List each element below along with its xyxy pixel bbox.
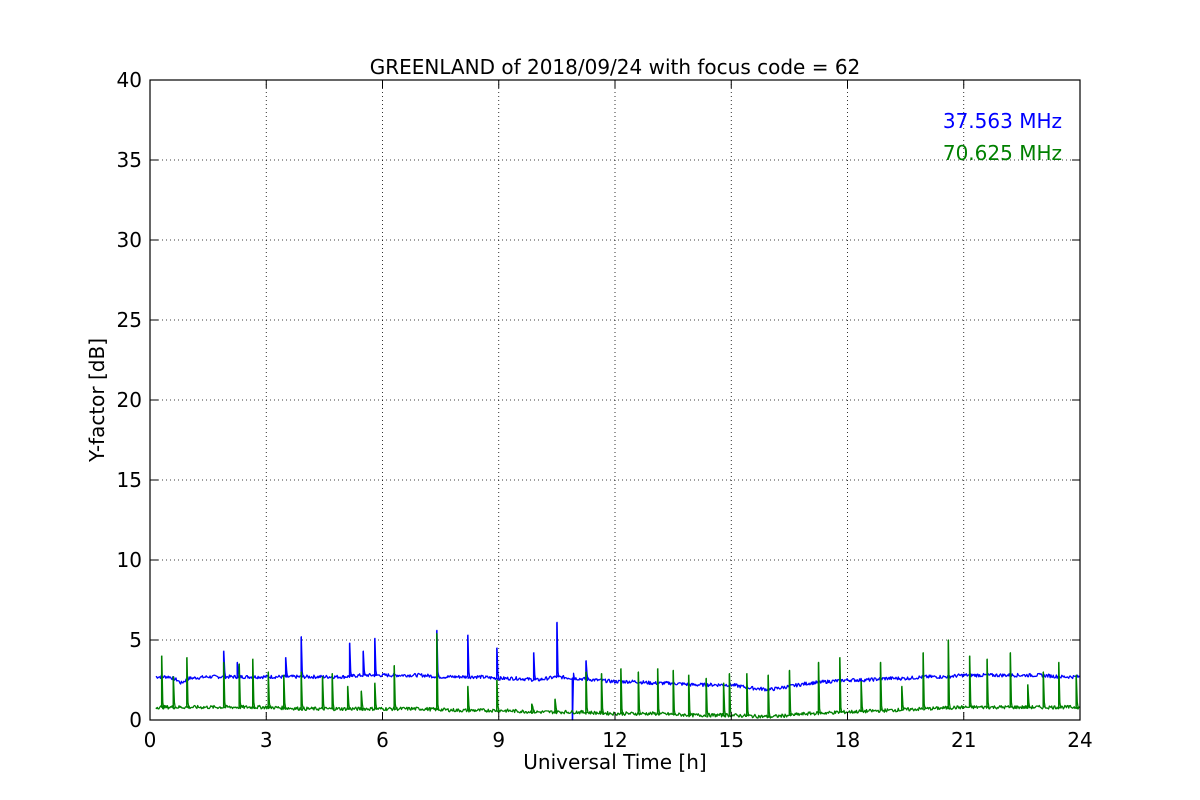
y-tick-label: 0 bbox=[129, 708, 142, 732]
y-tick-label: 25 bbox=[117, 308, 142, 332]
x-tick-label: 18 bbox=[835, 728, 860, 752]
x-tick-label: 0 bbox=[144, 728, 157, 752]
x-tick-label: 12 bbox=[602, 728, 627, 752]
y-tick-label: 10 bbox=[117, 548, 142, 572]
plot-area bbox=[155, 621, 1081, 721]
x-tick-label: 15 bbox=[719, 728, 744, 752]
x-axis-label: Universal Time [h] bbox=[523, 750, 706, 774]
grid bbox=[150, 80, 1080, 720]
legend-entry-series-1: 37.563 MHz bbox=[943, 109, 1062, 133]
x-tick-label: 6 bbox=[376, 728, 389, 752]
x-tick-label: 24 bbox=[1067, 728, 1092, 752]
y-tick-label: 35 bbox=[117, 148, 142, 172]
x-axis-ticks: 0 3 6 9 12 15 18 21 24 bbox=[144, 80, 1093, 752]
y-axis-label: Y-factor [dB] bbox=[85, 338, 109, 463]
legend-entry-series-2: 70.625 MHz bbox=[943, 141, 1062, 165]
series-1 bbox=[155, 621, 1081, 721]
legend: 37.563 MHz 70.625 MHz bbox=[943, 109, 1062, 165]
x-tick-label: 21 bbox=[951, 728, 976, 752]
y-axis-ticks: 0 5 10 15 20 25 30 35 40 bbox=[117, 68, 1080, 732]
y-tick-label: 15 bbox=[117, 468, 142, 492]
y-tick-label: 20 bbox=[117, 388, 142, 412]
x-tick-label: 9 bbox=[492, 728, 505, 752]
x-tick-label: 3 bbox=[260, 728, 273, 752]
series-2 bbox=[155, 632, 1081, 719]
series-line-1 bbox=[155, 621, 1081, 721]
y-tick-label: 30 bbox=[117, 228, 142, 252]
y-tick-label: 5 bbox=[129, 628, 142, 652]
y-tick-label: 40 bbox=[117, 68, 142, 92]
chart-title: GREENLAND of 2018/09/24 with focus code … bbox=[370, 55, 861, 79]
